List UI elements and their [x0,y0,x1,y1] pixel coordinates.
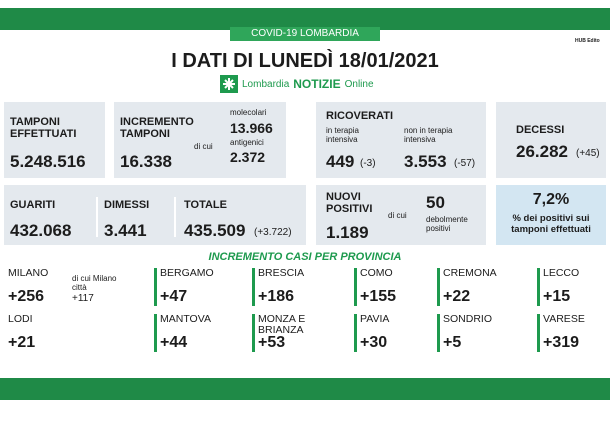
of-which: di cui [194,142,213,151]
value: 1.189 [326,223,369,242]
province-value: +15 [543,288,571,305]
header-tag: COVID-19 LOMBARDIA [230,27,380,41]
province-bar [537,314,540,352]
province-value: +5 [443,334,462,351]
logo-suffix: Online [344,78,374,90]
province-name: SONDRIO [443,313,493,325]
change: (+45) [576,148,600,159]
province-value: +22 [443,288,471,305]
province-bar [252,268,255,306]
logo: Lombardia NOTIZIE Online [220,75,374,93]
province-name: MANTOVA [160,313,211,325]
province-name: LODI [8,313,33,325]
guariti-value: 432.068 [10,221,72,240]
province-value: +155 [360,288,397,305]
value: 16.338 [120,152,172,171]
positivi-box: NUOVI POSITIVI 1.189 di cui 50 debolment… [316,185,486,245]
province-name: PAVIA [360,313,390,325]
molecular-label: molecolari [230,108,267,117]
dimessi-label: DIMESSI [104,199,150,211]
province-bar [154,268,157,306]
province-bar [252,314,255,352]
molecular: 13.966 [230,120,273,136]
dimessi-value: 3.441 [104,221,147,240]
label: DECESSI [516,124,565,136]
logo-brand: Lombardia [242,78,290,90]
title: I DATI DI LUNEDÌ 18/01/2021 [171,50,439,72]
weak: 50 [426,193,445,212]
top-bar [0,8,610,30]
province-bar [537,268,540,306]
province-bar [354,268,357,306]
label: RICOVERATI [326,110,394,122]
rate-value: 7,2% [532,191,570,208]
province-value: +256 [8,288,45,305]
tamponi-box: TAMPONI EFFETTUATI 5.248.516 [4,102,105,178]
totale-label: TOTALE [184,199,227,211]
antigen-label: antigenici [230,138,264,147]
antigen: 2.372 [230,149,266,165]
label: NUOVI POSITIVI [326,191,373,215]
provinces-title: INCREMENTO CASI PER PROVINCIA [208,251,402,263]
province-value: +30 [360,334,388,351]
divider [174,197,176,237]
incremento-box: INCREMENTO TAMPONI 16.338 di cui molecol… [114,102,286,178]
icu-label: in terapia intensiva [326,126,359,144]
province-value: +21 [8,334,36,351]
province-name: BRESCIA [258,267,305,279]
divider [96,197,98,237]
non-icu: 3.553 [404,152,447,171]
province-bar [354,314,357,352]
decessi-box: DECESSI 26.282 (+45) [496,102,606,178]
label: TAMPONI EFFETTUATI [10,116,77,140]
guariti-label: GUARITI [10,199,56,211]
weak-label: debolmente positivi [426,215,468,233]
non-icu-change: (-57) [454,158,476,169]
totale-change: (+3.722) [254,227,292,238]
non-icu-label: non in terapia intensiva [404,126,453,144]
icu-change: (-3) [360,158,376,169]
guariti-box: GUARITI 432.068 DIMESSI 3.441 TOTALE 435… [4,185,306,245]
province-name: MONZA E BRIANZA [258,313,306,336]
province-value: +53 [258,334,286,351]
logo-name: NOTIZIE [293,77,341,91]
province-name: VARESE [543,313,585,325]
province-name: CREMONA [443,267,497,279]
province-bar [437,314,440,352]
province-bar [437,268,440,306]
totale-value: 435.509 [184,221,246,240]
bottom-bar [0,378,610,400]
icu: 449 [326,152,355,171]
province-name: MILANO [8,267,49,279]
value: 5.248.516 [10,152,86,171]
value: 26.282 [516,142,568,161]
province-value: +186 [258,288,295,305]
province-bar [154,314,157,352]
province-value: +319 [543,334,580,351]
province-name: COMO [360,267,393,279]
rate-label: % dei positivi sui tamponi effettuati [511,213,591,235]
milano-city-label: di cui Milano città [72,274,117,292]
province-name: BERGAMO [160,267,214,279]
province-value: +44 [160,334,188,351]
milano-city: +117 [72,293,94,304]
of-which: di cui [388,211,407,220]
province-name: LECCO [543,267,580,279]
credit: HUB Edito [575,38,600,44]
ricoverati-box: RICOVERATI in terapia intensiva 449 (-3)… [316,102,486,178]
province-value: +47 [160,288,188,305]
logo-icon [220,75,238,93]
label: INCREMENTO TAMPONI [120,116,194,140]
rate-box: 7,2% % dei positivi sui tamponi effettua… [496,185,606,245]
